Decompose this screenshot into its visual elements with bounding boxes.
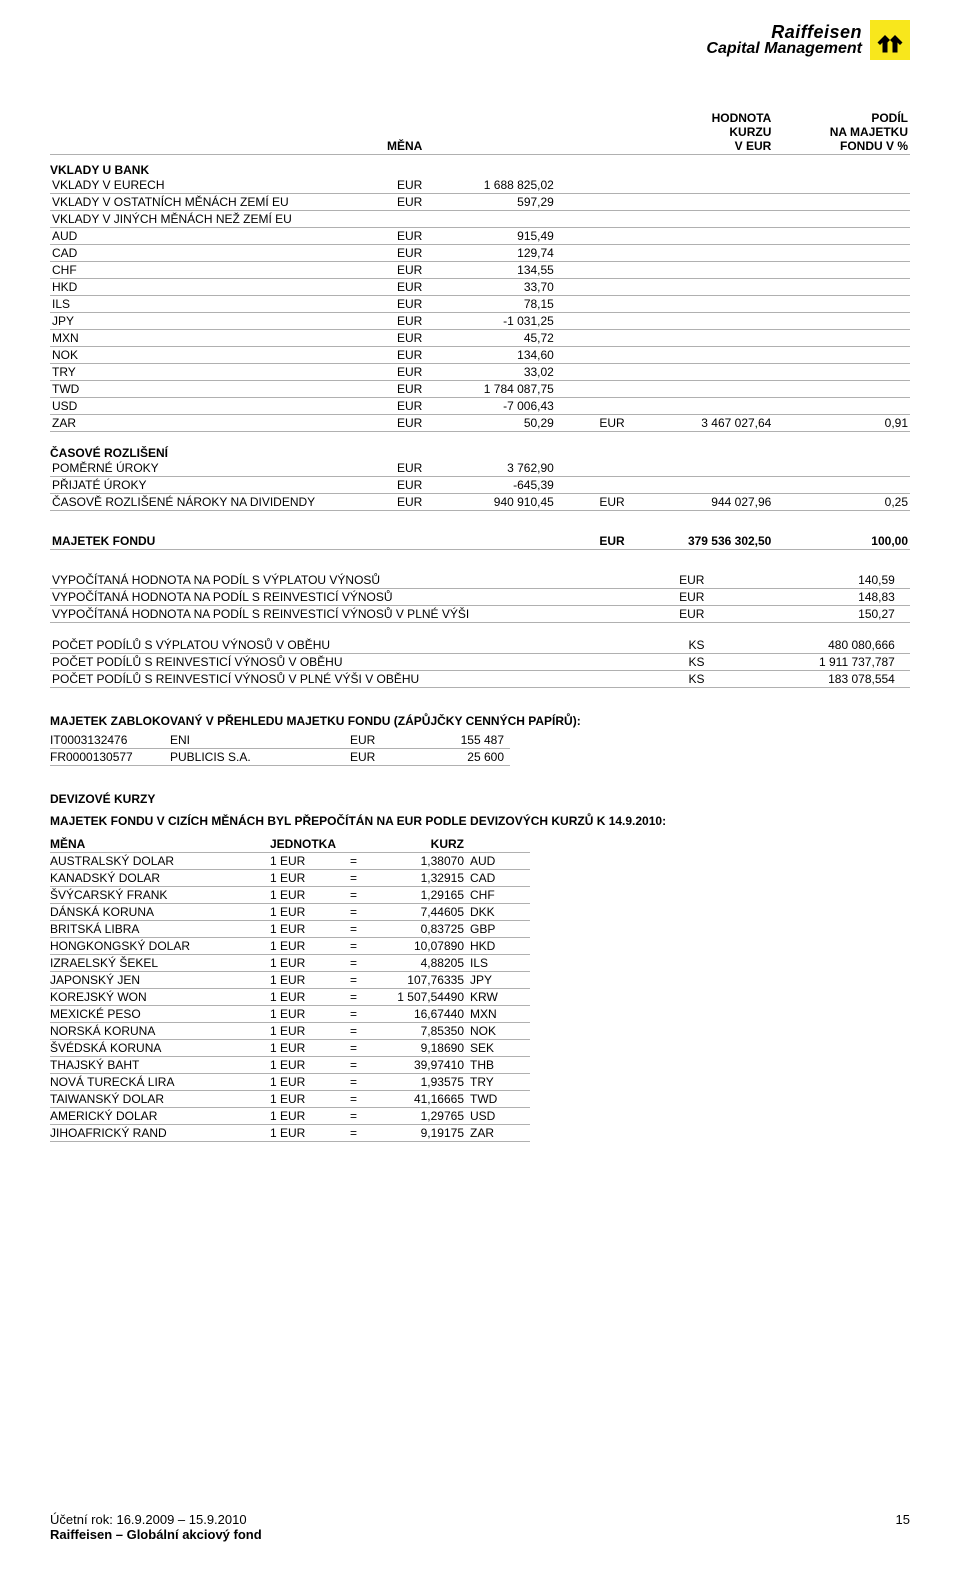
table-row: PŘIJATÉ ÚROKYEUR-645,39 <box>50 477 910 494</box>
hdr-h2: KURZU <box>729 125 771 139</box>
bank-title: VKLADY U BANK <box>50 163 910 177</box>
fund-tot: 379 536 302,50 <box>627 533 774 550</box>
table-row: BRITSKÁ LIBRA1 EUR=0,83725GBP <box>50 921 530 938</box>
table-row: ŠVÝCARSKÝ FRANK1 EUR=1,29165CHF <box>50 887 530 904</box>
table-row: ČASOVĚ ROZLIŠENÉ NÁROKY NA DIVIDENDYEUR9… <box>50 494 910 511</box>
table-row: VKLADY V JINÝCH MĚNÁCH NEŽ ZEMÍ EU <box>50 211 910 228</box>
brand-top: Raiffeisen <box>706 23 862 41</box>
accr-title: ČASOVÉ ROZLIŠENÍ <box>50 446 910 460</box>
table-row: ZAREUR50,29EUR3 467 027,640,91 <box>50 415 910 432</box>
table-row: ŠVÉDSKÁ KORUNA1 EUR=9,18690SEK <box>50 1040 530 1057</box>
table-row: HKDEUR33,70 <box>50 279 910 296</box>
fx-title2: MAJETEK FONDU V CIZÍCH MĚNÁCH BYL PŘEPOČ… <box>50 814 910 828</box>
table-row: KOREJSKÝ WON1 EUR=1 507,54490KRW <box>50 989 530 1006</box>
shares-table: POČET PODÍLŮ S VÝPLATOU VÝNOSŮ V OBĚHUKS… <box>50 637 910 688</box>
table-row: JIHOAFRICKÝ RAND1 EUR=9,19175ZAR <box>50 1125 530 1142</box>
table-row: NOKEUR134,60 <box>50 347 910 364</box>
footer-period: Účetní rok: 16.9.2009 – 15.9.2010 <box>50 1512 247 1527</box>
hdr-h1: HODNOTA <box>712 111 772 125</box>
bank-table: VKLADY V EURECHEUR1 688 825,02VKLADY V O… <box>50 177 910 432</box>
table-row: POČET PODÍLŮ S VÝPLATOU VÝNOSŮ V OBĚHUKS… <box>50 637 910 654</box>
table-row: THAJSKÝ BAHT1 EUR=39,97410THB <box>50 1057 530 1074</box>
table-row: IT0003132476ENIEUR155 487 <box>50 732 510 749</box>
fx-h-mena: MĚNA <box>50 836 270 853</box>
table-row: AMERICKÝ DOLAR1 EUR=1,29765USD <box>50 1108 530 1125</box>
table-row: VKLADY V EURECHEUR1 688 825,02 <box>50 177 910 194</box>
table-row: VYPOČÍTANÁ HODNOTA NA PODÍL S REINVESTIC… <box>50 606 910 623</box>
table-row: CHFEUR134,55 <box>50 262 910 279</box>
fund-eur: EUR <box>556 533 627 550</box>
table-row: KANADSKÝ DOLAR1 EUR=1,32915CAD <box>50 870 530 887</box>
table-row: POMĚRNÉ ÚROKYEUR3 762,90 <box>50 460 910 477</box>
table-row: VYPOČÍTANÁ HODNOTA NA PODÍL S VÝPLATOU V… <box>50 572 910 589</box>
hdr-h3: V EUR <box>735 139 772 153</box>
table-row: TAIWANSKÝ DOLAR1 EUR=41,16665TWD <box>50 1091 530 1108</box>
brand-logo: Raiffeisen Capital Management <box>706 20 910 60</box>
accr-table: POMĚRNÉ ÚROKYEUR3 762,90PŘIJATÉ ÚROKYEUR… <box>50 460 910 511</box>
brand-sub: Capital Management <box>706 41 862 57</box>
fx-h-jedn: JEDNOTKA <box>270 836 350 853</box>
fund-pct: 100,00 <box>773 533 910 550</box>
page-footer: Účetní rok: 16.9.2009 – 15.9.2010 15 Rai… <box>50 1512 910 1542</box>
table-row: VYPOČÍTANÁ HODNOTA NA PODÍL S REINVESTIC… <box>50 589 910 606</box>
table-row: POČET PODÍLŮ S REINVESTICÍ VÝNOSŮ V PLNÉ… <box>50 671 910 688</box>
table-row: FR0000130577PUBLICIS S.A.EUR25 600 <box>50 749 510 766</box>
brand-icon <box>870 20 910 60</box>
footer-page: 15 <box>896 1512 910 1527</box>
fx-table: MĚNA JEDNOTKA KURZ AUSTRALSKÝ DOLAR1 EUR… <box>50 836 530 1142</box>
table-row: AUDEUR915,49 <box>50 228 910 245</box>
blocked-table: IT0003132476ENIEUR155 487FR0000130577PUB… <box>50 732 510 766</box>
table-row: AUSTRALSKÝ DOLAR1 EUR=1,38070AUD <box>50 853 530 870</box>
table-row: MEXICKÉ PESO1 EUR=16,67440MXN <box>50 1006 530 1023</box>
table-row: USDEUR-7 006,43 <box>50 398 910 415</box>
hdr-mena: MĚNA <box>354 110 425 155</box>
fx-h-kurz: KURZ <box>370 836 470 853</box>
table-row: VKLADY V OSTATNÍCH MĚNÁCH ZEMÍ EUEUR597,… <box>50 194 910 211</box>
table-row: IZRAELSKÝ ŠEKEL1 EUR=4,88205ILS <box>50 955 530 972</box>
table-row: ILSEUR78,15 <box>50 296 910 313</box>
blocked-title: MAJETEK ZABLOKOVANÝ V PŘEHLEDU MAJETKU F… <box>50 714 910 728</box>
table-row: MXNEUR45,72 <box>50 330 910 347</box>
fund-total-table: MAJETEK FONDU EUR 379 536 302,50 100,00 <box>50 533 910 550</box>
table-row: JPYEUR-1 031,25 <box>50 313 910 330</box>
nav-table: VYPOČÍTANÁ HODNOTA NA PODÍL S VÝPLATOU V… <box>50 572 910 623</box>
table-row: JAPONSKÝ JEN1 EUR=107,76335JPY <box>50 972 530 989</box>
fund-label: MAJETEK FONDU <box>50 533 354 550</box>
table-row: TWDEUR1 784 087,75 <box>50 381 910 398</box>
hdr-p2: NA MAJETKU <box>830 125 908 139</box>
table-row: DÁNSKÁ KORUNA1 EUR=7,44605DKK <box>50 904 530 921</box>
table-row: HONGKONGSKÝ DOLAR1 EUR=10,07890HKD <box>50 938 530 955</box>
header-table: MĚNA HODNOTAKURZUV EUR PODÍLNA MAJETKUFO… <box>50 110 910 155</box>
table-row: TRYEUR33,02 <box>50 364 910 381</box>
hdr-p1: PODÍL <box>871 111 908 125</box>
table-row: POČET PODÍLŮ S REINVESTICÍ VÝNOSŮ V OBĚH… <box>50 654 910 671</box>
hdr-p3: FONDU V % <box>840 139 908 153</box>
table-row: CADEUR129,74 <box>50 245 910 262</box>
table-row: NORSKÁ KORUNA1 EUR=7,85350NOK <box>50 1023 530 1040</box>
footer-fund: Raiffeisen – Globální akciový fond <box>50 1527 910 1542</box>
table-row: NOVÁ TURECKÁ LIRA1 EUR=1,93575TRY <box>50 1074 530 1091</box>
fx-title1: DEVIZOVÉ KURZY <box>50 792 910 806</box>
